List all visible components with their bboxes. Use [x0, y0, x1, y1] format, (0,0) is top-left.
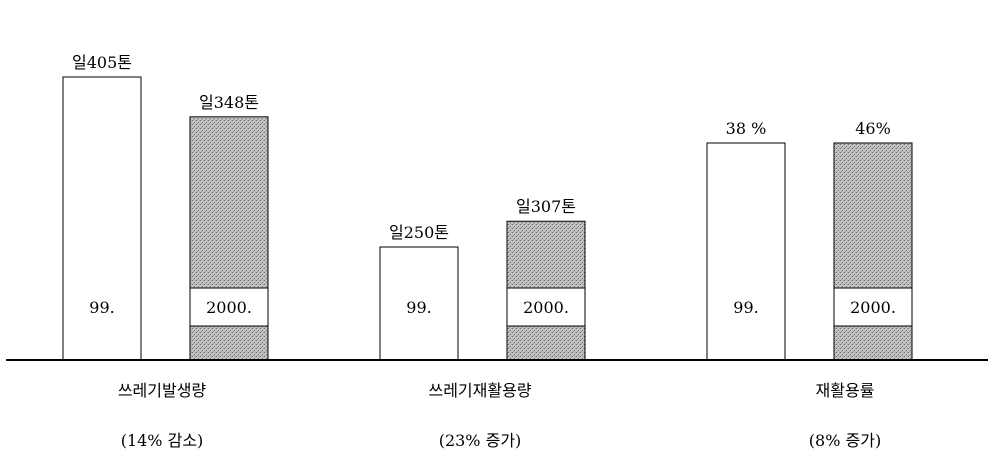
bar-value-label: 38 %	[726, 119, 767, 138]
year-label-box	[506, 287, 586, 327]
bar-99	[706, 142, 786, 361]
bar-2000	[833, 142, 913, 361]
bars-layer	[62, 76, 913, 361]
category-label: 쓰레기재활용량	[428, 381, 531, 400]
bar-year-label: 99.	[406, 298, 431, 317]
bar-value-label: 일348톤	[199, 93, 259, 112]
category-label: 쓰레기발생량	[118, 381, 207, 400]
bar-year-label: 99.	[733, 298, 758, 317]
bar-year-label: 2000.	[850, 298, 896, 317]
category-label: 재활용률	[816, 381, 875, 400]
bar-value-label: 일250톤	[389, 223, 449, 242]
bar-year-label: 2000.	[523, 298, 569, 317]
category-note: (14% 감소)	[121, 431, 204, 450]
bar-99	[379, 246, 459, 361]
bar-value-label: 46%	[855, 119, 891, 138]
category-note: (8% 증가)	[809, 431, 881, 450]
year-label-box	[833, 287, 913, 327]
bar-year-label: 2000.	[206, 298, 252, 317]
bar-value-label: 일307톤	[516, 197, 576, 216]
category-note: (23% 증가)	[439, 431, 522, 450]
bar-year-label: 99.	[89, 298, 114, 317]
bar-value-label: 일405톤	[72, 53, 132, 72]
year-label-box	[189, 287, 269, 327]
bar-99	[62, 76, 142, 361]
